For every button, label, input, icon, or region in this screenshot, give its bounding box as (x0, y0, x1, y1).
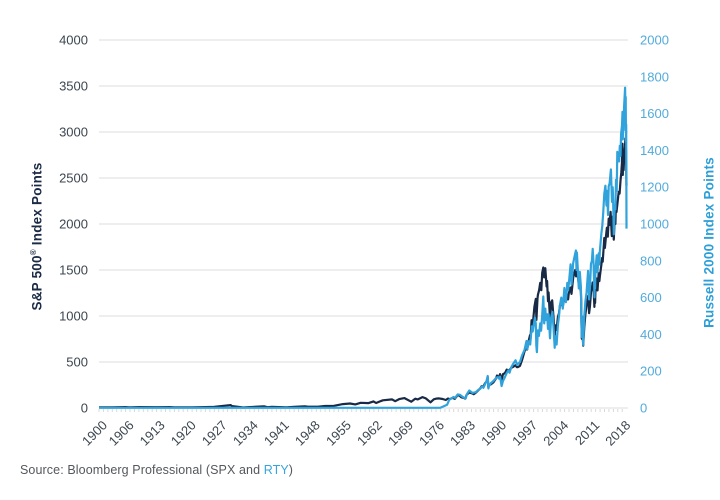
left-axis-title: S&P 500® Index Points (29, 107, 45, 367)
x-axis-tick-label: 1934 (230, 418, 261, 449)
x-axis-tick-label: 2004 (540, 418, 571, 449)
left-axis-title-text: S&P 500 (29, 255, 45, 311)
x-axis-tick-label: 1969 (385, 418, 416, 449)
x-axis-tick-label: 2018 (602, 418, 633, 449)
x-axis-tick-label: 1948 (292, 418, 323, 449)
right-axis-tick-label: 1400 (640, 143, 669, 158)
x-axis-tick-label: 2011 (572, 418, 602, 448)
right-axis-tick-label: 1200 (640, 180, 669, 195)
x-axis-tick-label: 1997 (509, 418, 540, 449)
x-axis-tick-label: 1906 (106, 418, 137, 449)
spx-line (98, 137, 628, 409)
left-axis-tick-label: 3500 (59, 79, 88, 94)
right-axis-title: Russell 2000 Index Points (701, 157, 717, 328)
right-axis-tick-label: 1800 (640, 69, 669, 84)
left-axis-title-suffix: Index Points (29, 162, 45, 250)
right-axis-tick-label: 400 (640, 327, 662, 342)
right-axis-tick-label: 2000 (640, 33, 669, 48)
right-axis-tick-label: 1600 (640, 106, 669, 121)
right-axis-tick-label: 1000 (640, 217, 669, 232)
left-axis-tick-label: 500 (66, 355, 88, 370)
x-axis-tick-label: 1913 (137, 418, 168, 449)
x-axis-tick-label: 1990 (478, 418, 509, 449)
source-rty-ticker: RTY (263, 463, 289, 477)
x-axis-tick-label: 1976 (416, 418, 447, 449)
x-axis-tick-label: 1983 (447, 418, 478, 449)
left-axis-tick-label: 0 (81, 401, 88, 416)
source-prefix: Source: Bloomberg Professional (SPX and (20, 463, 264, 477)
source-line: Source: Bloomberg Professional (SPX and … (20, 463, 293, 477)
x-axis-tick-label: 1920 (168, 418, 199, 449)
right-axis-tick-label: 0 (640, 401, 647, 416)
x-axis-tick-label: 1927 (199, 418, 230, 449)
right-axis-tick-label: 600 (640, 290, 662, 305)
left-axis-tick-label: 3000 (59, 125, 88, 140)
right-axis-tick-label: 800 (640, 253, 662, 268)
left-axis-tick-label: 1000 (59, 309, 88, 324)
x-axis-tick-label: 1941 (261, 418, 292, 449)
right-axis-tick-label: 200 (640, 364, 662, 379)
left-axis-tick-label: 1500 (59, 263, 88, 278)
x-axis-tick-label: 1962 (354, 418, 385, 449)
x-axis-tick-label: 1955 (323, 418, 354, 449)
left-axis-tick-label: 2500 (59, 171, 88, 186)
x-axis-tick-label: 1900 (79, 418, 110, 449)
registered-trademark-symbol: ® (29, 249, 38, 256)
left-axis-tick-label: 4000 (59, 33, 88, 48)
source-suffix: ) (288, 463, 294, 477)
left-axis-tick-label: 2000 (59, 217, 88, 232)
rty-line (99, 86, 628, 409)
